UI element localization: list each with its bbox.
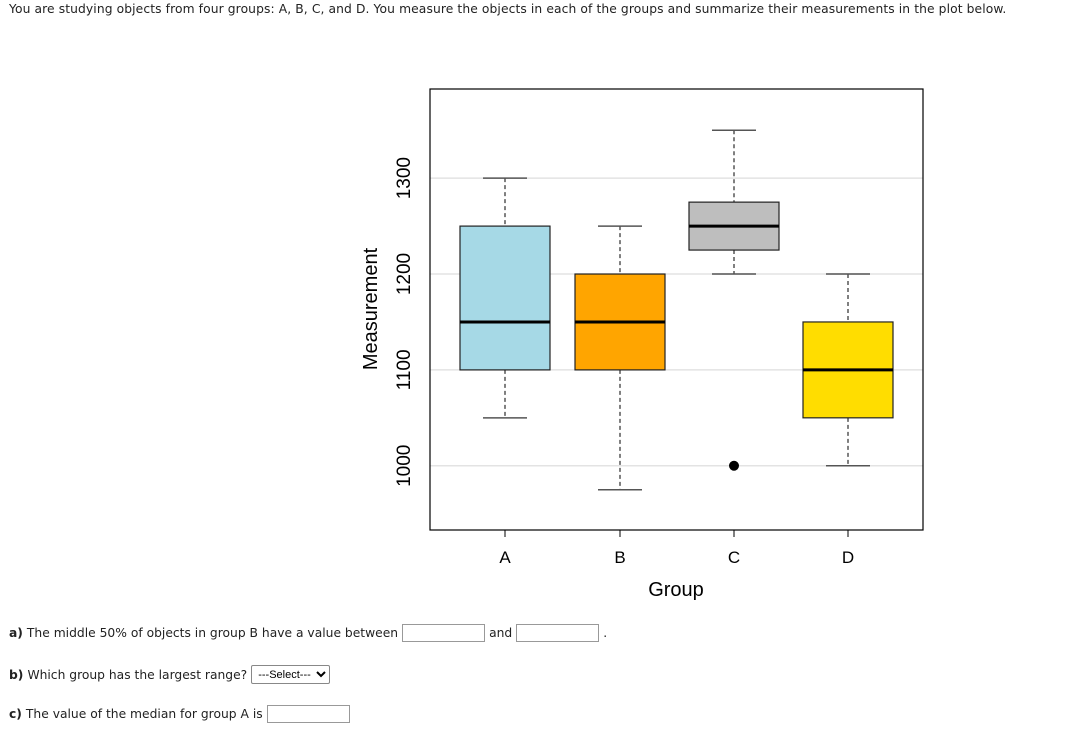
x-tick-label: B [614, 548, 625, 567]
y-tick-label: 1300 [394, 157, 415, 199]
y-tick-label: 1000 [394, 445, 415, 487]
median-a-input[interactable] [266, 705, 350, 723]
y-tick-label: 1200 [394, 253, 415, 295]
lower-value-input[interactable] [402, 624, 486, 642]
period-text: . [603, 626, 608, 640]
intro-text: You are studying objects from four group… [9, 2, 1007, 16]
x-tick-label: C [728, 548, 740, 567]
boxplot-chart: 1000 1100 1200 1300 A B C D Measurement Group [360, 88, 924, 601]
outlier-point [729, 460, 739, 471]
question-b-text: Which group has the largest range? [27, 667, 248, 682]
box-group-D [802, 273, 894, 467]
question-b: b) Which group has the largest range? --… [9, 665, 331, 684]
plot-frame [429, 88, 924, 531]
question-c-text: The value of the median for group A is [25, 707, 263, 721]
x-tick-label: D [842, 548, 854, 567]
question-a: a) The middle 50% of objects in group B … [9, 624, 607, 642]
x-tick-label: A [499, 548, 511, 567]
y-axis-label: Measurement [360, 247, 382, 370]
box-group-A [459, 177, 551, 419]
x-axis-label: Group [648, 579, 704, 601]
box-group-B [574, 225, 666, 491]
question-c-label: c) [9, 707, 22, 721]
largest-range-select[interactable]: ---Select--- [251, 665, 331, 684]
question-a-label: a) [9, 626, 23, 640]
and-text: and [489, 626, 513, 640]
y-tick-label: 1100 [394, 349, 415, 390]
box-group-C [688, 129, 780, 471]
question-b-label: b) [9, 667, 24, 682]
question-a-text: The middle 50% of objects in group B hav… [26, 626, 399, 640]
upper-value-input[interactable] [516, 624, 600, 642]
iqr-box [459, 225, 551, 371]
question-c: c) The value of the median for group A i… [9, 705, 350, 723]
